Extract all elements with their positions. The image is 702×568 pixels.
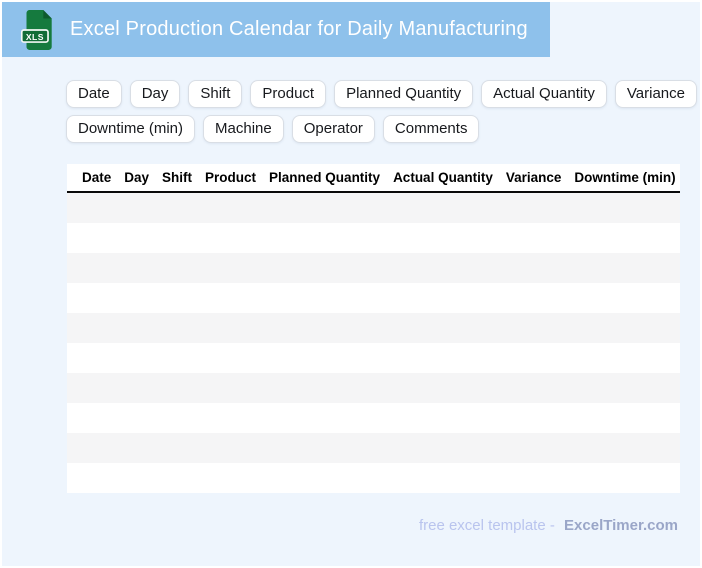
table-row xyxy=(67,343,680,373)
file-fold-corner xyxy=(43,9,52,18)
chip-variance[interactable]: Variance xyxy=(614,80,697,108)
table-row xyxy=(67,253,680,283)
chip-actual-quantity[interactable]: Actual Quantity xyxy=(481,80,607,108)
table-row xyxy=(67,223,680,253)
field-chips: Date Day Shift Product Planned Quantity Actua… xyxy=(66,80,697,150)
column-header-planned-quantity: Planned Quantity xyxy=(269,170,381,185)
footer-text: free excel template - xyxy=(418,517,555,534)
table-header-row: Date Day Shift Product Planned Quantity Actua… xyxy=(67,164,680,193)
production-table: Date Day Shift Product Planned Quantity Actua… xyxy=(67,164,680,493)
table-row xyxy=(67,403,680,433)
column-header-date: Date xyxy=(82,170,112,185)
xls-file-icon: XLS xyxy=(20,9,52,50)
table-row xyxy=(67,313,680,343)
column-header-day: Day xyxy=(124,170,150,185)
chip-day[interactable]: Day xyxy=(129,80,181,108)
chip-downtime-min[interactable]: Downtime (min) xyxy=(66,115,196,143)
column-header-actual-quantity: Actual Quantity xyxy=(393,170,493,185)
column-header-variance: Variance xyxy=(505,170,562,185)
app-header: XLS Excel Production Calendar for Daily … xyxy=(2,2,550,57)
table-row xyxy=(67,373,680,403)
footer-brand-link[interactable]: ExcelTimer.com xyxy=(564,517,678,534)
chip-row-1: Date Day Shift Product Planned Quantity Actua… xyxy=(66,80,697,108)
chip-product[interactable]: Product xyxy=(250,80,327,108)
footer: free excel template - ExcelTimer.com xyxy=(419,517,678,534)
chip-shift[interactable]: Shift xyxy=(188,80,243,108)
column-header-shift: Shift xyxy=(162,170,193,185)
table-row xyxy=(67,283,680,313)
table-body xyxy=(67,193,680,493)
table-row xyxy=(67,463,680,493)
xls-badge xyxy=(20,28,49,43)
table-row xyxy=(67,433,680,463)
table-row xyxy=(67,193,680,223)
chip-planned-quantity[interactable]: Planned Quantity xyxy=(334,80,474,108)
page-title: Excel Production Calendar for Daily Manu… xyxy=(70,18,528,40)
chip-row-2: Downtime (min) Machine Operator Comments xyxy=(66,115,682,143)
xls-badge-label: XLS xyxy=(26,31,44,41)
chip-machine[interactable]: Machine xyxy=(203,115,284,143)
chip-operator[interactable]: Operator xyxy=(291,115,375,143)
chip-date[interactable]: Date xyxy=(66,80,122,108)
column-header-product: Product xyxy=(205,170,257,185)
chip-comments[interactable]: Comments xyxy=(382,115,480,143)
column-header-downtime-min: Downtime (min) xyxy=(574,170,676,185)
